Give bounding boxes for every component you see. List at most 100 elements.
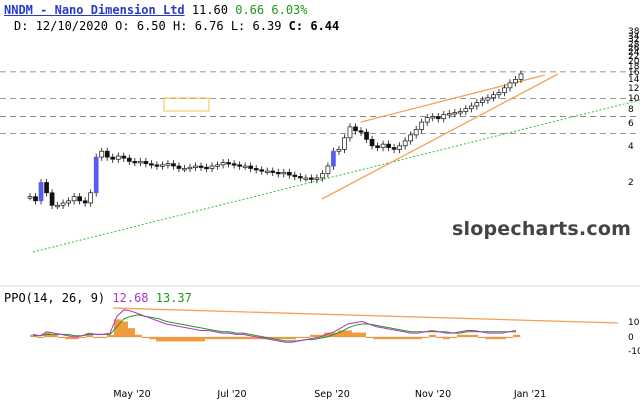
ppo-histogram-bar [79, 337, 86, 338]
ppo-histogram-bar [289, 337, 296, 340]
ppo-histogram-bar [317, 334, 324, 337]
date-value: 12/10/2020 [35, 19, 108, 33]
candle-body [264, 170, 270, 173]
ppo-histogram-bar [338, 330, 345, 337]
candle-body [435, 116, 441, 120]
ppo-histogram-bar [107, 334, 114, 337]
candle-body [231, 163, 237, 166]
ppo-histogram-bar [506, 337, 513, 338]
ppo-histogram-bar [72, 337, 79, 340]
close-value: 6.44 [310, 19, 340, 33]
ppo-histogram-bar [212, 337, 219, 340]
ppo-histogram-bar [380, 337, 387, 340]
candle-body [27, 196, 33, 199]
y-tick-label: 28 [628, 40, 640, 50]
company-name-link[interactable]: Nano Dimension Ltd [54, 3, 185, 17]
candle-body [441, 114, 447, 120]
ppo-readout: PPO(14, 26, 9) 12.68 13.37 [4, 291, 192, 305]
candle-body [104, 150, 110, 158]
open-value: 6.50 [136, 19, 166, 33]
candle-body [165, 163, 171, 166]
ppo-signal-line [33, 314, 516, 342]
annotation-box[interactable] [163, 97, 210, 112]
open-label: O: [115, 19, 130, 33]
candle-body [281, 171, 287, 175]
candle-body [408, 134, 414, 142]
candle-body [309, 177, 314, 180]
ticker-symbol-link[interactable]: NNDM [4, 3, 33, 17]
ppo-histogram-bar [142, 337, 149, 338]
candle-body [336, 149, 342, 152]
ppo-histogram-bar [219, 337, 226, 340]
candle-body [358, 130, 364, 133]
ppo-histogram-bar [331, 332, 338, 337]
candle-body [325, 165, 331, 175]
ppo-line [32, 309, 517, 343]
candle-body [209, 165, 215, 169]
candle-body [375, 145, 380, 148]
candle-body [110, 156, 116, 160]
candle-body [66, 200, 71, 204]
candle-body [485, 97, 491, 101]
candle-body [132, 161, 138, 164]
candle-body [187, 166, 193, 170]
candle-body [424, 117, 430, 123]
ppo-histogram-bar [233, 337, 240, 340]
y-tick-label: 16 [628, 68, 640, 78]
close-label: C: [288, 19, 304, 33]
ohlc-readout: D: 12/10/2020 O: 6.50 H: 6.76 L: 6.39 C:… [14, 19, 339, 33]
candle-body [270, 170, 276, 173]
ppo-histogram-bar [478, 337, 485, 338]
ppo-y-tick-label: -10 [628, 347, 640, 357]
candle-body [38, 182, 44, 202]
y-tick-label: 2 [628, 178, 634, 188]
candle-body [242, 165, 248, 168]
ppo-histogram-bar [450, 337, 457, 338]
candle-body [154, 164, 160, 167]
ppo-histogram-bar [149, 337, 156, 340]
ticker-separator: - [32, 3, 55, 17]
candle-body [171, 163, 176, 167]
x-axis: May '20 Jul '20 Sep '20 Nov '20 Jan '21 [113, 389, 546, 400]
candle-body [314, 177, 320, 180]
ticker-title-line: NNDM - Nano Dimension Ltd 11.60 0.66 6.0… [4, 3, 308, 17]
candle-body [320, 173, 325, 179]
candle-body [275, 171, 281, 175]
ppo-label: PPO(14, 26, 9) [4, 291, 106, 305]
ppo-histogram-bar [436, 337, 443, 338]
candle-body [380, 143, 386, 148]
candle-body [198, 165, 204, 168]
ppo-histogram-bar [170, 337, 177, 342]
candle-body [347, 126, 353, 139]
y-tick-label: 8 [628, 105, 634, 115]
y-tick-label: 32 [628, 35, 639, 45]
candle-body [143, 161, 149, 165]
ppo-histogram-bar [296, 337, 303, 338]
ppo-histogram-bar [422, 337, 429, 338]
y-tick-label: 26 [628, 44, 640, 54]
candle-body [115, 155, 121, 160]
ppo-histogram-bar [408, 337, 415, 340]
candle-body [99, 150, 105, 158]
price-grid [0, 71, 640, 134]
ppo-histogram-bar [492, 337, 499, 340]
candle-body [507, 82, 513, 89]
candle-body [386, 143, 391, 148]
candle-body [33, 196, 38, 202]
candle-body [44, 182, 49, 194]
ppo-histogram-bar [184, 337, 191, 342]
y-tick-label: 14 [628, 75, 640, 85]
ppo-histogram-bar [485, 337, 492, 340]
x-axis-label: Sep '20 [314, 389, 350, 400]
ppo-histogram-bar [51, 334, 58, 337]
candle-body [480, 99, 485, 103]
candle-body [452, 112, 458, 115]
candle-body [491, 94, 496, 99]
y-tick-label: 22 [628, 52, 639, 62]
candle-body [292, 174, 298, 177]
candle-body [413, 129, 419, 136]
ppo-y-tick-label: 10 [628, 318, 640, 328]
x-axis-label: Jan '21 [513, 389, 546, 400]
candle-body [237, 164, 242, 167]
